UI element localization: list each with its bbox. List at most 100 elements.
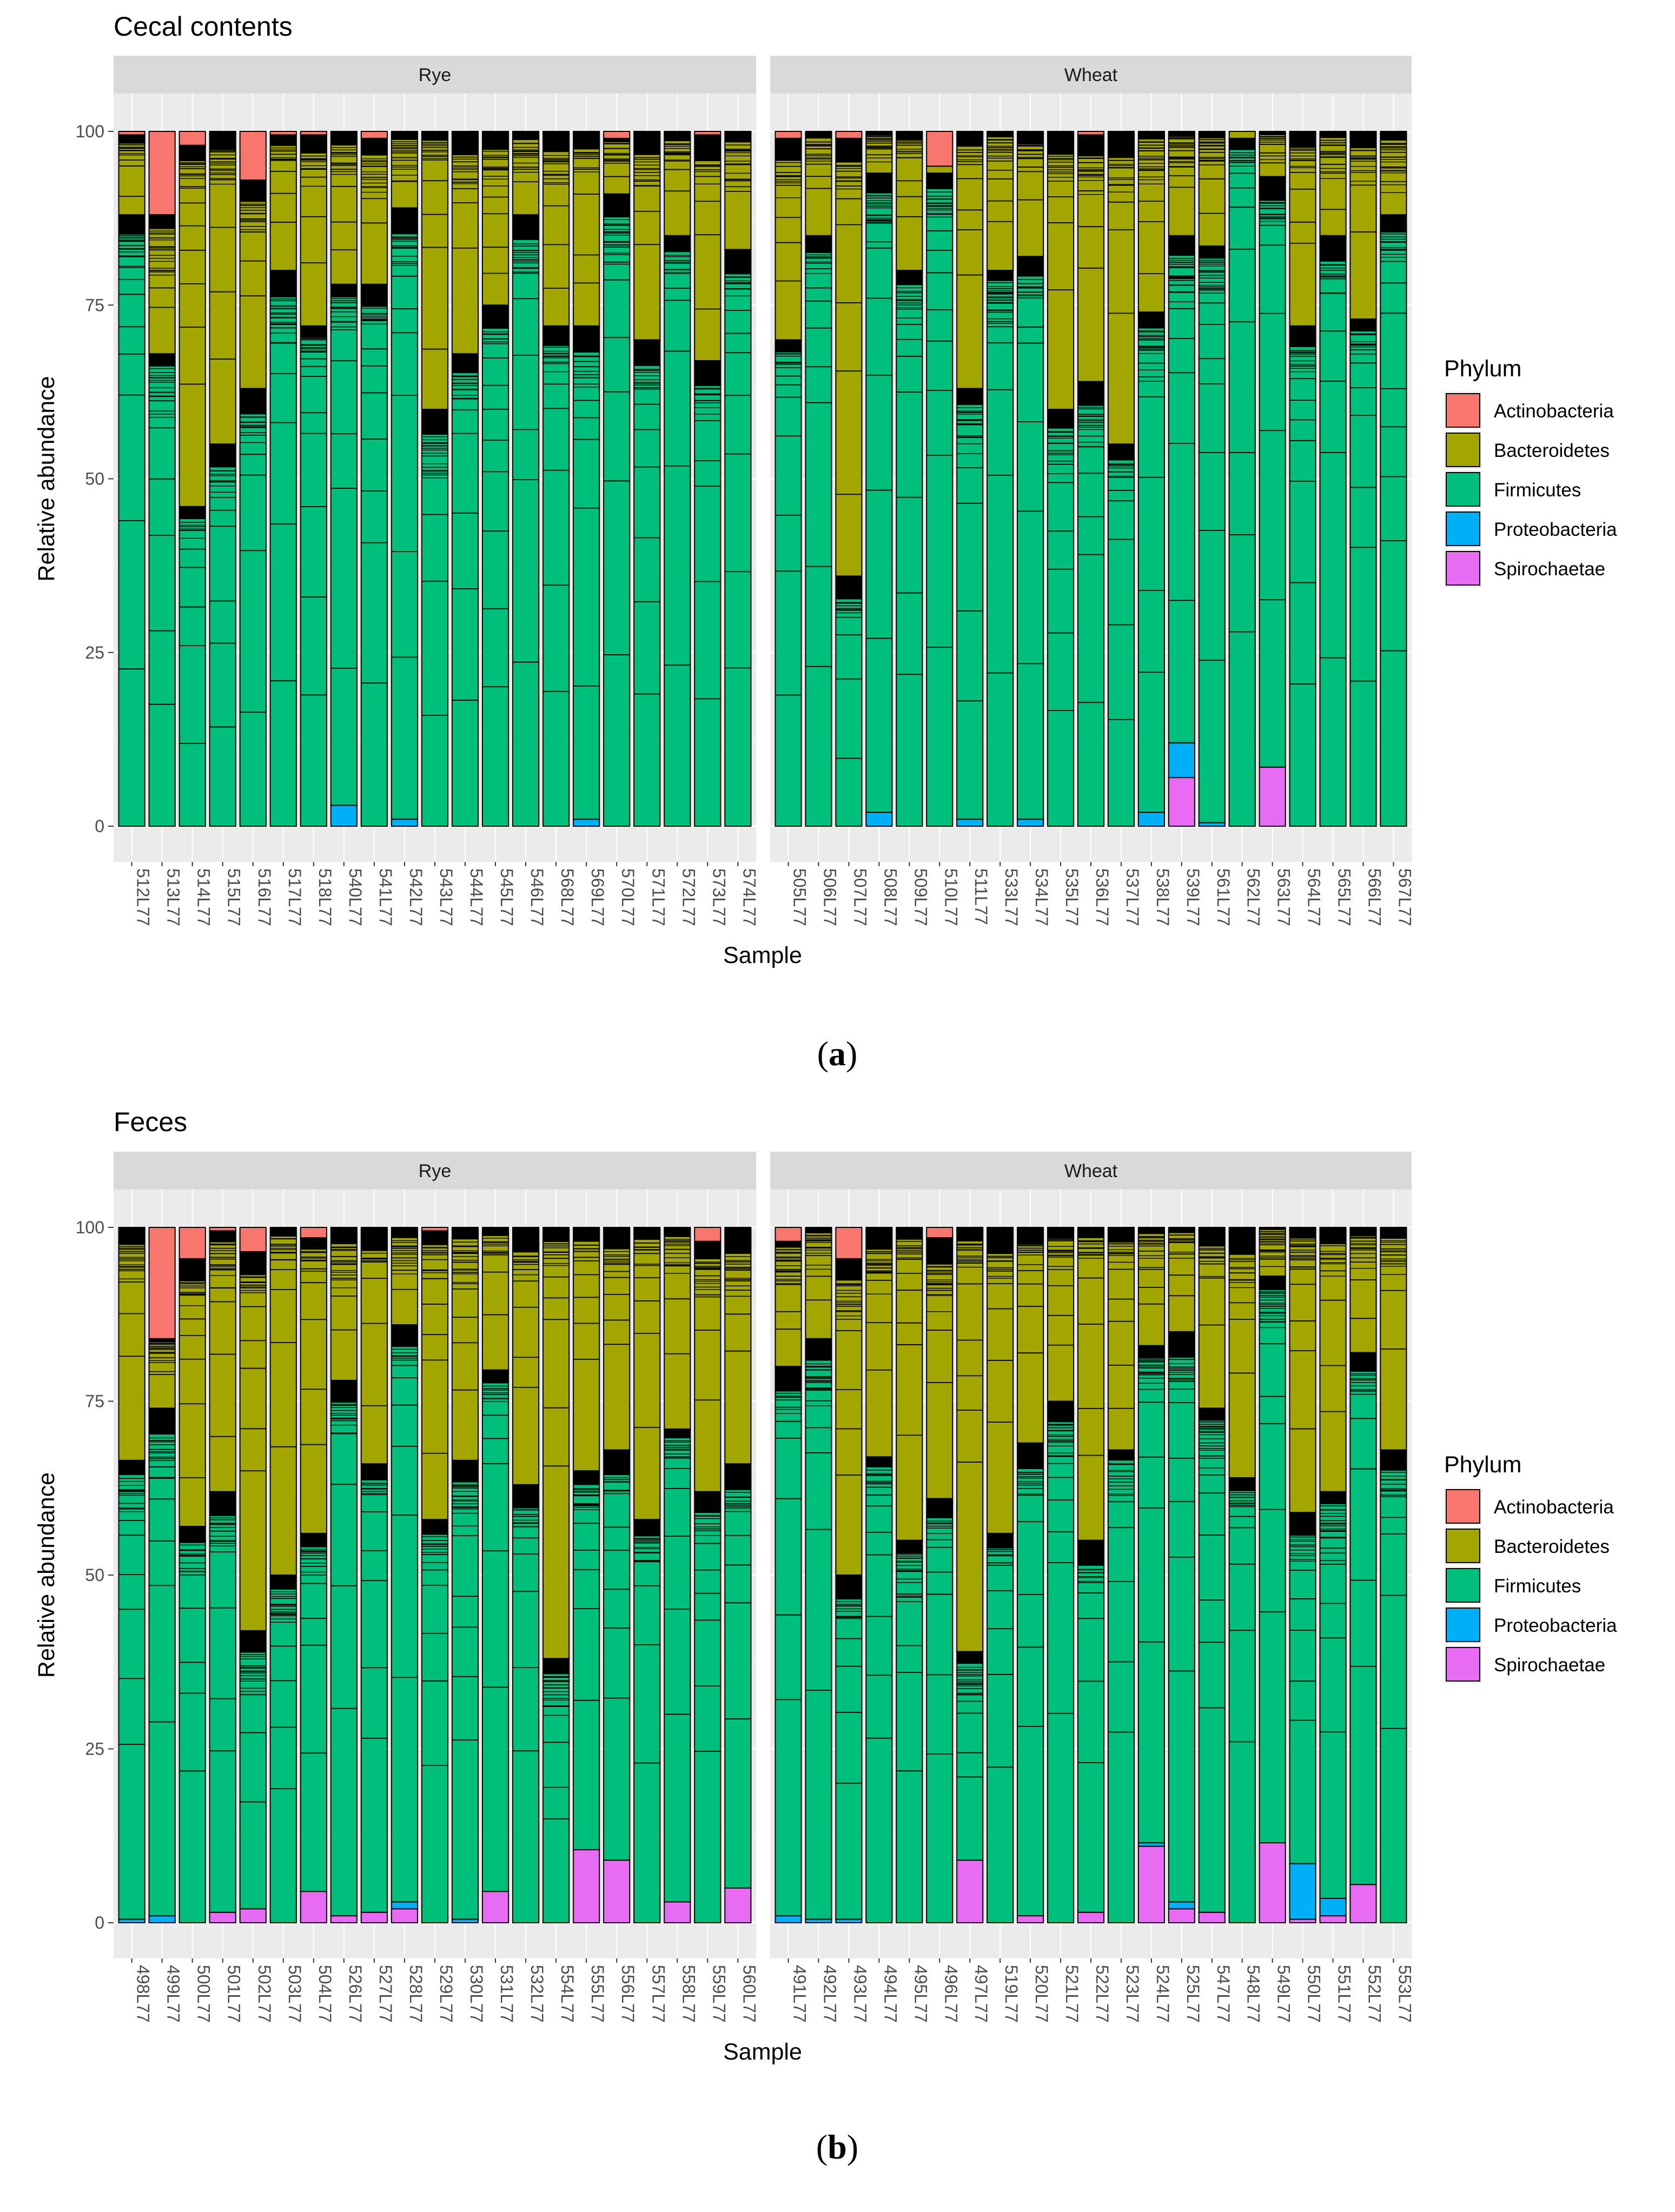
bar-segment-bacteroidetes xyxy=(178,144,206,507)
bar-segment-firmicutes xyxy=(390,207,419,820)
bar-539L77 xyxy=(1168,131,1195,827)
otu-dense-band xyxy=(1380,1227,1407,1239)
bar-segment-firmicutes xyxy=(209,1491,236,1913)
otu-dense-band xyxy=(1138,131,1164,140)
bar-segment-bacteroidetes xyxy=(774,137,802,341)
x-tick-label: 512L77 xyxy=(134,868,153,926)
bar-segment-bacteroidetes xyxy=(542,1227,570,1659)
bar-segment-firmicutes xyxy=(774,1366,802,1917)
bar-segment-bacteroidetes xyxy=(451,131,479,355)
otu-dense-band xyxy=(1350,1227,1376,1237)
otu-dense-band xyxy=(634,340,660,366)
bar-segment-bacteroidetes xyxy=(1319,1227,1347,1492)
otu-dense-band xyxy=(300,1533,327,1547)
bar-segment-spirochaetae xyxy=(1077,1911,1105,1923)
bar-segment-bacteroidetes xyxy=(269,134,297,271)
bar-573L77 xyxy=(694,131,721,827)
bar-segment-actinobacteria xyxy=(835,1227,863,1259)
otu-dense-band xyxy=(270,1227,296,1237)
bar-segment-actinobacteria xyxy=(926,131,954,167)
x-tick-label: 553L77 xyxy=(1395,1965,1414,2023)
bar-512L77 xyxy=(118,131,145,827)
bar-segment-bacteroidetes xyxy=(118,1227,145,1461)
bar-503L77 xyxy=(269,1227,297,1923)
otu-dense-band xyxy=(1168,1331,1195,1358)
bar-segment-bacteroidetes xyxy=(481,1227,509,1371)
panel-caption: (b) xyxy=(816,2128,858,2166)
bar-segment-firmicutes xyxy=(269,270,297,827)
otu-dense-band xyxy=(1229,1227,1255,1255)
bar-segment-bacteroidetes xyxy=(300,134,327,327)
bar-segment-actinobacteria xyxy=(774,1227,802,1242)
bar-segment-firmicutes xyxy=(926,1498,954,1924)
bar-segment-bacteroidetes xyxy=(360,1227,388,1465)
x-tick-label: 510L77 xyxy=(941,868,961,926)
otu-dense-band xyxy=(775,138,802,161)
bar-segment-actinobacteria xyxy=(209,1227,236,1232)
legend-swatch xyxy=(1446,1529,1480,1563)
bar-segment-firmicutes xyxy=(603,193,631,827)
bar-segment-firmicutes xyxy=(573,325,600,820)
bar-555L77 xyxy=(573,1227,600,1923)
bar-segment-actinobacteria xyxy=(178,1227,206,1259)
bar-segment-bacteroidetes xyxy=(694,1240,721,1492)
x-tick-label: 506L77 xyxy=(820,868,840,926)
bar-segment-spirochaetae xyxy=(1259,766,1286,827)
bar-segment-bacteroidetes xyxy=(835,137,863,577)
bar-segment-spirochaetae xyxy=(1259,1842,1286,1924)
x-tick-label: 491L77 xyxy=(790,1965,810,2023)
otu-dense-band xyxy=(926,173,953,189)
otu-dense-band xyxy=(452,1227,479,1240)
legend-label: Spirochaetae xyxy=(1494,1655,1605,1676)
bar-525L77 xyxy=(1168,1227,1195,1924)
otu-dense-band xyxy=(725,249,751,274)
y-tick-label: 100 xyxy=(76,122,104,141)
otu-dense-band xyxy=(1108,444,1134,461)
x-tick-label: 555L77 xyxy=(588,1965,607,2023)
legend-label: Actinobacteria xyxy=(1494,1497,1614,1518)
bar-segment-proteobacteria xyxy=(390,819,419,827)
legend-label: Proteobacteria xyxy=(1494,1615,1617,1636)
otu-dense-band xyxy=(330,1380,357,1403)
otu-dense-band xyxy=(604,1450,630,1476)
otu-dense-band xyxy=(1138,1227,1164,1233)
bar-574L77 xyxy=(724,131,752,827)
bar-556L77 xyxy=(603,1227,631,1924)
y-tick-label: 25 xyxy=(85,1739,104,1759)
bar-segment-firmicutes xyxy=(512,1484,540,1924)
bar-segment-spirochaetae xyxy=(1168,777,1195,827)
x-tick-label: 532L77 xyxy=(527,1965,547,2023)
x-tick-label: 502L77 xyxy=(255,1965,274,2023)
otu-dense-band xyxy=(896,1227,923,1240)
otu-dense-band xyxy=(694,361,721,386)
bar-segment-firmicutes xyxy=(835,575,863,827)
x-tick-label: 499L77 xyxy=(164,1965,183,2023)
otu-dense-band xyxy=(957,388,983,405)
otu-dense-band xyxy=(330,284,357,297)
bar-segment-actinobacteria xyxy=(421,1227,449,1232)
bar-segment-bacteroidetes xyxy=(1289,1227,1316,1513)
otu-dense-band xyxy=(209,1491,236,1517)
otu-dense-band xyxy=(987,270,1014,281)
otu-dense-band xyxy=(149,1408,175,1435)
otu-dense-band xyxy=(1199,1408,1225,1421)
bar-segment-bacteroidetes xyxy=(603,137,631,195)
legend: Phylum Actinobacteria Bacteroidetes Firmicu… xyxy=(1444,1452,1617,1683)
otu-dense-band xyxy=(694,135,721,162)
facet-label: Wheat xyxy=(1064,65,1118,85)
legend-label: Proteobacteria xyxy=(1494,519,1617,540)
otu-dense-band xyxy=(1320,235,1346,262)
bar-segment-bacteroidetes xyxy=(269,1227,297,1576)
x-tick-label: 543L77 xyxy=(436,868,456,926)
x-tick-label: 527L77 xyxy=(376,1965,395,2023)
bar-524L77 xyxy=(1137,1227,1165,1924)
bar-segment-spirochaetae xyxy=(330,1915,357,1923)
bar-segment-bacteroidetes xyxy=(805,1227,832,1339)
bar-segment-firmicutes xyxy=(1349,318,1377,827)
bar-segment-bacteroidetes xyxy=(421,131,449,410)
x-tick-label: 492L77 xyxy=(820,1965,840,2023)
otu-dense-band xyxy=(1350,318,1376,331)
bar-537L77 xyxy=(1107,131,1135,827)
otu-dense-band xyxy=(1048,131,1074,155)
bar-564L77 xyxy=(1289,131,1316,827)
